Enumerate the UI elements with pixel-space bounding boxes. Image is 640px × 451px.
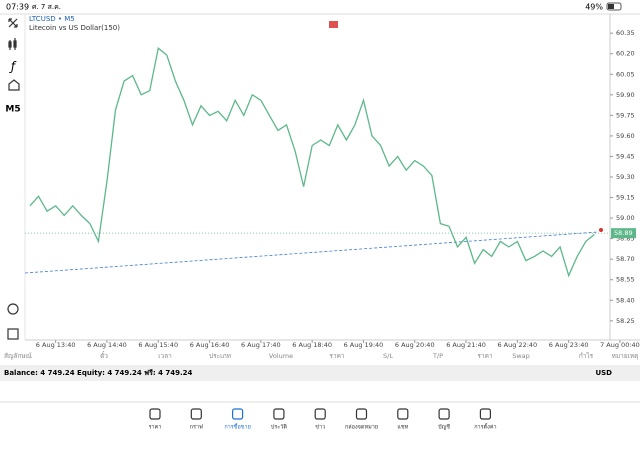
x-tick-label: 6 Aug 21:40: [446, 341, 486, 349]
y-tick-label: 58.85: [616, 235, 635, 243]
tab-icon[interactable]: [438, 408, 450, 420]
tab-bar: ราคา กราฟ การซื้อขาย ประวัติ ข่าว กล่องจดหมาย…: [149, 408, 497, 431]
one-click-button[interactable]: [329, 21, 338, 28]
battery-fill: [608, 4, 614, 9]
chart-subtitle: Litecoin vs US Dollar(150): [29, 24, 120, 32]
objects-icon[interactable]: [8, 79, 20, 91]
y-tick-label: 59.75: [616, 111, 635, 119]
zoom-icon[interactable]: [7, 303, 19, 315]
tab-icon[interactable]: [479, 408, 491, 420]
tab-label[interactable]: การซื้อขาย: [224, 423, 250, 431]
y-tick-label: 58.25: [616, 317, 635, 325]
column-header: ตั๋ว: [100, 351, 108, 360]
column-header: สัญลักษณ์: [4, 352, 32, 360]
x-tick-label: 6 Aug 17:40: [241, 341, 281, 349]
balance-bar: [0, 365, 640, 381]
battery-icon: [606, 2, 622, 11]
x-tick-label: 6 Aug 22:40: [497, 341, 537, 349]
battery-level: 49%: [585, 3, 603, 12]
column-header: ประเภท: [209, 352, 231, 360]
tab-label[interactable]: แชท: [397, 424, 408, 431]
y-tick-label: 59.90: [616, 91, 635, 99]
y-tick-label: 58.70: [616, 255, 635, 263]
column-header: Volume: [269, 352, 293, 360]
y-tick-label: 59.30: [616, 173, 635, 181]
add-icon[interactable]: [7, 328, 19, 340]
timeframe[interactable]: M5: [5, 105, 20, 115]
y-tick-label: 59.15: [616, 194, 635, 202]
x-tick-label: 6 Aug 15:40: [138, 341, 178, 349]
x-tick-label: 6 Aug 13:40: [36, 341, 76, 349]
status-time: 07:39: [6, 3, 29, 12]
y-tick-label: 59.60: [616, 132, 635, 140]
fullscreen-icon[interactable]: [8, 18, 18, 28]
y-tick-label: 60.20: [616, 50, 635, 58]
y-tick-label: 59.00: [616, 214, 635, 222]
candles-icon[interactable]: [8, 38, 17, 50]
x-tick-label: 6 Aug 19:40: [344, 341, 384, 349]
column-header: หมายเหตุ: [612, 352, 639, 360]
column-header: Swap: [512, 352, 530, 360]
column-header: T/P: [432, 352, 443, 360]
x-tick-label: 6 Aug 23:40: [549, 341, 589, 349]
column-header: เวลา: [158, 352, 172, 360]
y-tick-label: 58.40: [616, 296, 635, 304]
current-price-box: [611, 228, 636, 239]
tab-icon[interactable]: [273, 408, 285, 420]
tab-label[interactable]: กล่องจดหมาย: [345, 425, 378, 431]
tab-icon[interactable]: [232, 408, 244, 420]
column-header: ราคา: [329, 352, 344, 360]
tab-label[interactable]: กราฟ: [190, 424, 203, 431]
tab-icon[interactable]: [314, 408, 326, 420]
x-tick-label: 6 Aug 20:40: [395, 341, 435, 349]
x-tick-label: 6 Aug 16:40: [190, 341, 230, 349]
status-date: ศ. 7 ส.ค.: [32, 3, 61, 11]
x-tick-label: 6 Aug 14:40: [87, 341, 127, 349]
current-price-label: 58.89: [614, 229, 633, 237]
tab-label[interactable]: ราคา: [149, 425, 162, 431]
currency: USD: [595, 369, 612, 377]
trend-line: [24, 231, 599, 274]
x-tick-label: 7 Aug 00:40: [600, 341, 640, 349]
column-header: ราคา: [477, 352, 492, 360]
plot: 58.25 58.40 58.55 58.70 58.85 59.00 59.15 59.30…: [25, 29, 640, 349]
column-header: S/L: [383, 352, 393, 360]
x-tick-label: 6 Aug 18:40: [292, 341, 332, 349]
y-tick-label: 59.45: [616, 152, 635, 160]
column-header: กำไร: [579, 352, 594, 360]
tab-label[interactable]: ประวัติ: [271, 424, 287, 431]
alert-dot: [599, 228, 603, 232]
tab-icon[interactable]: [397, 408, 409, 420]
y-tick-label: 60.35: [616, 29, 635, 37]
tab-label[interactable]: การตั้งค่า: [474, 423, 496, 431]
y-tick-label: 58.55: [616, 276, 635, 284]
toolbar: ƒ M5: [5, 18, 21, 340]
tab-label[interactable]: บัญชี: [438, 424, 450, 431]
positions-header: สัญลักษณ์ ตั๋ว เวลา ประเภท Volume ราคา S/L T/P ร…: [4, 351, 638, 360]
tab-icon[interactable]: [355, 408, 368, 420]
price-line: [29, 47, 595, 278]
chart-title: LTCUSD • M5: [29, 15, 75, 23]
tab-icon[interactable]: [190, 408, 202, 420]
tab-label[interactable]: ข่าว: [315, 425, 325, 431]
tab-icon[interactable]: [149, 408, 161, 420]
balance-summary: Balance: 4 749.24 Equity: 4 749.24 ฟรี: …: [4, 369, 193, 377]
y-tick-label: 60.05: [616, 70, 635, 78]
indicator-icon[interactable]: ƒ: [9, 60, 17, 74]
